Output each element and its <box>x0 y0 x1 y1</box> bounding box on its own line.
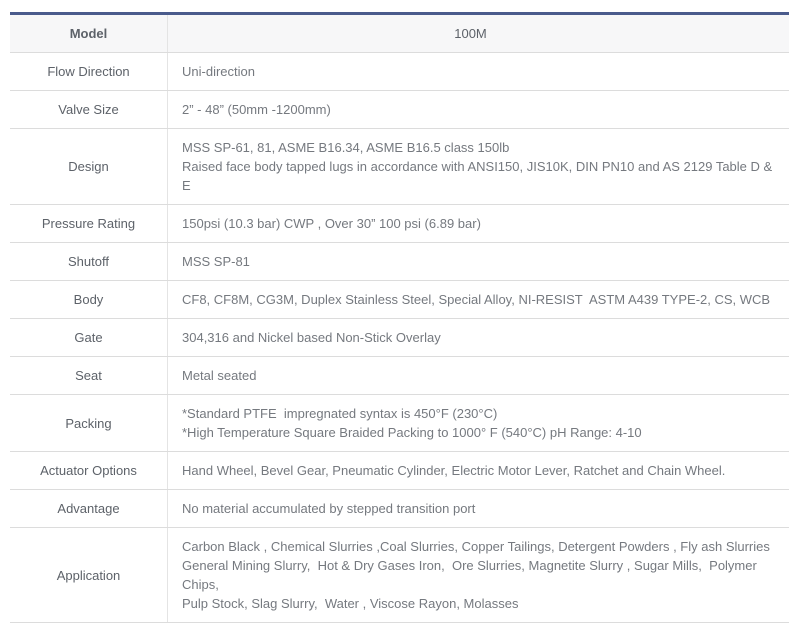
spec-value: No material accumulated by stepped trans… <box>168 490 789 527</box>
spec-label: Design <box>10 129 168 204</box>
spec-value-line: No material accumulated by stepped trans… <box>182 501 476 516</box>
spec-value-line: Metal seated <box>182 368 257 383</box>
spec-rows: Flow Direction Uni-direction Valve Size 2” … <box>10 53 789 622</box>
spec-label: Shutoff <box>10 243 168 280</box>
spec-value-line: *Standard PTFE impregnated syntax is 450… <box>182 406 498 421</box>
spec-value: Uni-direction <box>168 53 789 90</box>
table-header-row: Model 100M <box>10 15 789 53</box>
spec-value: *Standard PTFE impregnated syntax is 450… <box>168 395 789 451</box>
spec-table: Model 100M Flow Direction Uni-direction Va… <box>10 12 789 623</box>
spec-label: Valve Size <box>10 91 168 128</box>
spec-label: Application <box>10 528 168 622</box>
spec-value-line: *High Temperature Square Braided Packing… <box>182 425 642 440</box>
spec-label: Packing <box>10 395 168 451</box>
spec-value-line: MSS SP-81 <box>182 254 250 269</box>
spec-label: Gate <box>10 319 168 356</box>
table-row: Body CF8, CF8M, CG3M, Duplex Stainless St… <box>10 281 789 319</box>
spec-value-line: MSS SP-61, 81, ASME B16.34, ASME B16.5 c… <box>182 140 510 155</box>
table-row: Seat Metal seated <box>10 357 789 395</box>
table-row: Pressure Rating 150psi (10.3 bar) CWP , O… <box>10 205 789 243</box>
table-row: Advantage No material accumulated by step… <box>10 490 789 528</box>
spec-value-line: Pulp Stock, Slag Slurry, Water , Viscose… <box>182 596 519 611</box>
spec-value-line: Hand Wheel, Bevel Gear, Pneumatic Cylind… <box>182 463 726 478</box>
spec-label: Body <box>10 281 168 318</box>
table-row: Actuator Options Hand Wheel, Bevel Gear, … <box>10 452 789 490</box>
spec-value: MSS SP-61, 81, ASME B16.34, ASME B16.5 c… <box>168 129 789 204</box>
spec-value: 304,316 and Nickel based Non-Stick Overl… <box>168 319 789 356</box>
spec-value: CF8, CF8M, CG3M, Duplex Stainless Steel,… <box>168 281 789 318</box>
spec-value-line: CF8, CF8M, CG3M, Duplex Stainless Steel,… <box>182 292 771 307</box>
table-row: Application Carbon Black , Chemical Slurr… <box>10 528 789 622</box>
spec-value-line: 2” - 48” (50mm -1200mm) <box>182 102 331 117</box>
spec-value: 2” - 48” (50mm -1200mm) <box>168 91 789 128</box>
spec-label: Actuator Options <box>10 452 168 489</box>
spec-value-line: Carbon Black , Chemical Slurries ,Coal S… <box>182 539 770 554</box>
table-row: Gate 304,316 and Nickel based Non-Stick O… <box>10 319 789 357</box>
table-row: Packing *Standard PTFE impregnated syntax… <box>10 395 789 452</box>
spec-value-line: 304,316 and Nickel based Non-Stick Overl… <box>182 330 441 345</box>
spec-value: MSS SP-81 <box>168 243 789 280</box>
spec-value: Carbon Black , Chemical Slurries ,Coal S… <box>168 528 789 622</box>
spec-value-line: Raised face body tapped lugs in accordan… <box>182 159 776 193</box>
header-value-cell: 100M <box>454 26 487 41</box>
spec-value: Hand Wheel, Bevel Gear, Pneumatic Cylind… <box>168 452 789 489</box>
table-row: Shutoff MSS SP-81 <box>10 243 789 281</box>
spec-value: Metal seated <box>168 357 789 394</box>
table-row: Flow Direction Uni-direction <box>10 53 789 91</box>
header-label-cell: Model <box>10 15 168 52</box>
spec-label: Pressure Rating <box>10 205 168 242</box>
table-row: Valve Size 2” - 48” (50mm -1200mm) <box>10 91 789 129</box>
spec-label: Flow Direction <box>10 53 168 90</box>
table-row: Design MSS SP-61, 81, ASME B16.34, ASME B… <box>10 129 789 205</box>
spec-value-line: General Mining Slurry, Hot & Dry Gases I… <box>182 558 761 592</box>
spec-label: Advantage <box>10 490 168 527</box>
spec-value-line: Uni-direction <box>182 64 255 79</box>
spec-value: 150psi (10.3 bar) CWP , Over 30” 100 psi… <box>168 205 789 242</box>
spec-value-line: 150psi (10.3 bar) CWP , Over 30” 100 psi… <box>182 216 481 231</box>
spec-label: Seat <box>10 357 168 394</box>
